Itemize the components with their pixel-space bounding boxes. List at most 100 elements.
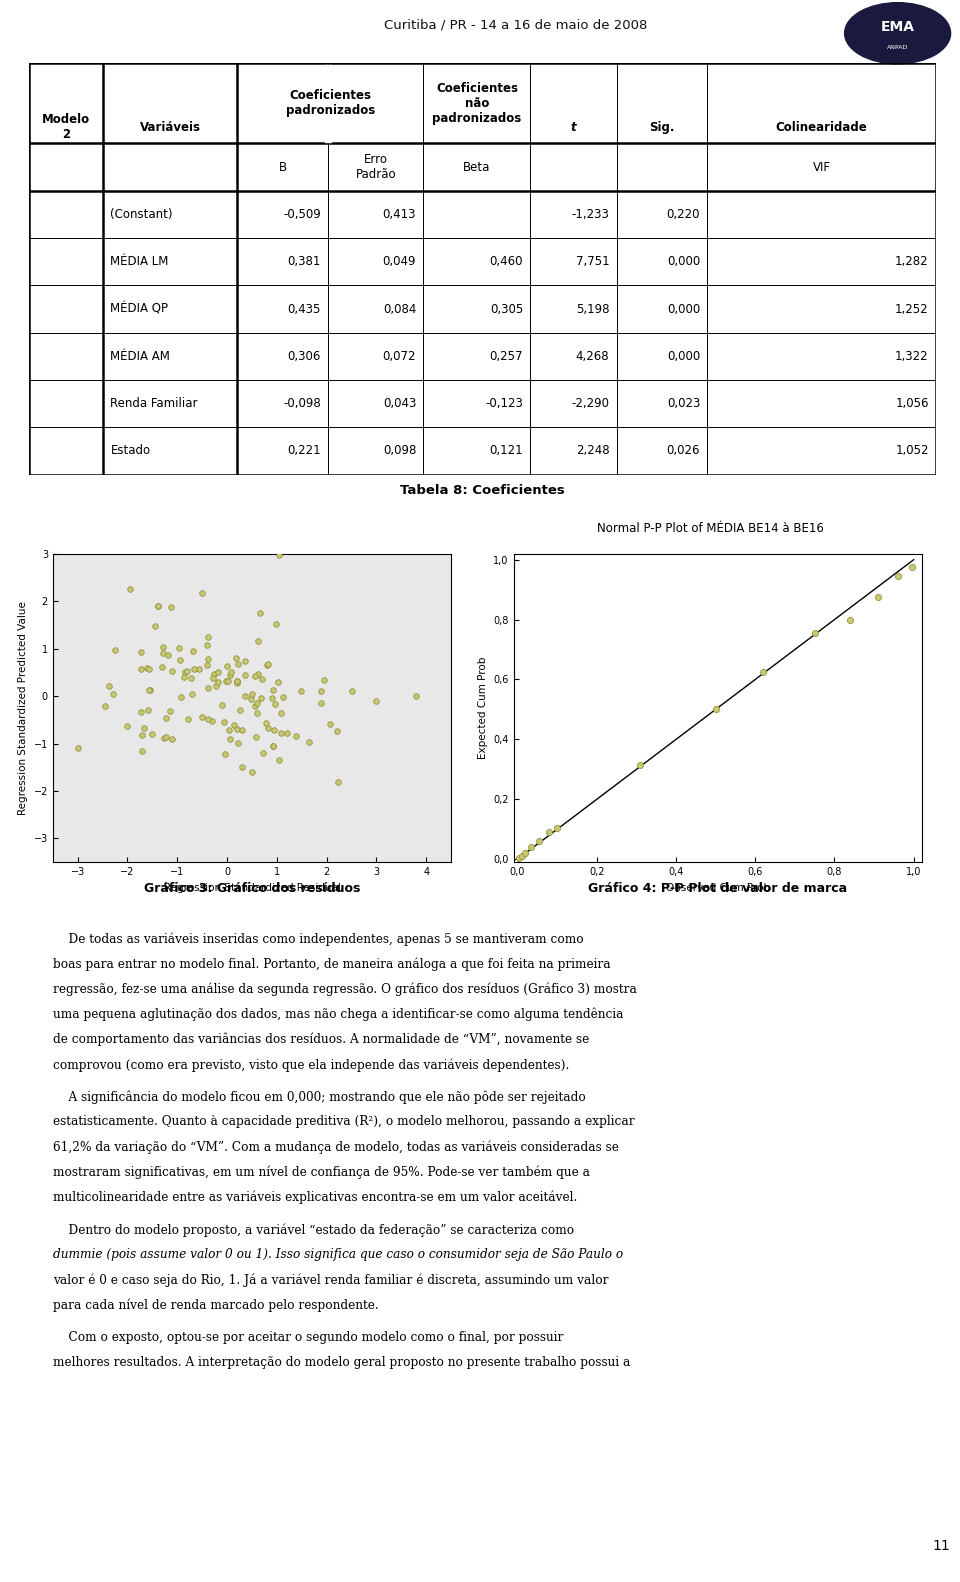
Point [180, 706, 196, 731]
Text: 0,305: 0,305 [490, 302, 523, 315]
Point [541, 819, 557, 845]
Point [120, 713, 135, 739]
Point [158, 725, 174, 750]
Point [708, 696, 723, 721]
Text: Modelo
2: Modelo 2 [42, 112, 90, 141]
Text: Gráfico 4: P-P Plot de valor de marca: Gráfico 4: P-P Plot de valor de marca [588, 881, 847, 895]
Text: 1,056: 1,056 [896, 397, 928, 410]
Text: boas para entrar no modelo final. Portanto, de maneira análoga a que foi feita n: boas para entrar no modelo final. Portan… [53, 957, 611, 971]
Point [201, 707, 216, 732]
Point [222, 718, 237, 744]
Point [222, 663, 237, 688]
Point [164, 726, 180, 751]
Point [108, 638, 123, 663]
X-axis label: Regression Standardized Residual: Regression Standardized Residual [163, 883, 341, 892]
Text: Coeficientes
padronizados: Coeficientes padronizados [286, 90, 375, 117]
Point [151, 593, 166, 619]
Point [265, 677, 280, 702]
Point [208, 672, 224, 698]
Point [369, 688, 384, 713]
Point [156, 726, 172, 751]
Point [279, 720, 295, 745]
Text: 0,121: 0,121 [490, 445, 523, 457]
Y-axis label: Expected Cum Prob: Expected Cum Prob [478, 657, 488, 759]
Point [265, 734, 280, 759]
Point [142, 677, 157, 702]
Text: Variáveis: Variáveis [140, 120, 201, 133]
Point [261, 652, 276, 677]
Point [807, 620, 823, 645]
Point [245, 759, 260, 785]
Point [155, 641, 170, 666]
Point [147, 614, 162, 639]
Text: VIF: VIF [813, 161, 830, 174]
Text: 0,435: 0,435 [288, 302, 321, 315]
Text: para cada nível de renda marcado pelo respondente.: para cada nível de renda marcado pelo re… [53, 1299, 378, 1311]
Text: mostraram significativas, em um nível de confiança de 95%. Pode-se ver também qu: mostraram significativas, em um nível de… [53, 1166, 589, 1179]
Text: Com o exposto, optou-se por aceitar o segundo modelo como o final, por possuir: Com o exposto, optou-se por aceitar o se… [53, 1330, 564, 1343]
Point [293, 679, 308, 704]
Point [301, 729, 317, 755]
Point [171, 636, 186, 661]
Text: 61,2% da variação do “VM”. Com a mudança de modelo, todas as variáveis considera: 61,2% da variação do “VM”. Com a mudança… [53, 1141, 618, 1153]
Text: Normal P-P Plot of MÉDIA BE14 à BE16: Normal P-P Plot of MÉDIA BE14 à BE16 [597, 522, 824, 535]
Point [276, 685, 291, 710]
Point [232, 698, 248, 723]
Text: Colinearidade: Colinearidade [776, 120, 868, 133]
Text: -2,290: -2,290 [571, 397, 610, 410]
Point [217, 740, 232, 766]
Text: MÉDIA LM: MÉDIA LM [110, 255, 169, 269]
Text: multicolinearidade entre as variáveis explicativas encontra-se em um valor aceit: multicolinearidade entre as variáveis ex… [53, 1191, 577, 1204]
Point [250, 661, 265, 687]
Point [269, 612, 284, 638]
Point [756, 660, 771, 685]
Point [160, 642, 176, 668]
Text: Estado: Estado [110, 445, 151, 457]
Point [230, 731, 246, 756]
Point [141, 677, 156, 702]
Point [144, 721, 159, 747]
Point [237, 663, 252, 688]
Text: 0,220: 0,220 [666, 207, 700, 221]
Point [250, 701, 265, 726]
Point [214, 691, 229, 717]
Text: Gráfico 3: Gráfico dos resíduos: Gráfico 3: Gráfico dos resíduos [144, 881, 360, 895]
Point [179, 658, 194, 683]
Text: 11: 11 [933, 1539, 950, 1552]
Text: Curitiba / PR - 14 a 16 de maio de 2008: Curitiba / PR - 14 a 16 de maio de 2008 [384, 19, 647, 32]
Point [252, 600, 268, 625]
Text: 0,023: 0,023 [667, 397, 700, 410]
Point [254, 666, 270, 691]
Text: 0,072: 0,072 [383, 350, 417, 362]
Text: -0,123: -0,123 [486, 397, 523, 410]
Point [234, 755, 250, 780]
Point [133, 699, 149, 725]
Text: 0,000: 0,000 [667, 302, 700, 315]
Text: 0,084: 0,084 [383, 302, 417, 315]
Point [890, 563, 905, 589]
Y-axis label: Regression Standardized Predicted Value: Regression Standardized Predicted Value [18, 601, 28, 815]
Point [162, 698, 178, 723]
Point [253, 685, 269, 710]
Point [238, 649, 253, 674]
Point [183, 666, 199, 691]
Point [178, 660, 193, 685]
Point [200, 633, 215, 658]
Text: Sig.: Sig. [649, 120, 675, 133]
Point [843, 607, 858, 633]
Text: regressão, fez-se uma análise da segunda regressão. O gráfico dos resíduos (Gráf: regressão, fez-se uma análise da segunda… [53, 982, 636, 997]
Point [316, 668, 331, 693]
Point [268, 691, 283, 717]
Point [517, 840, 533, 865]
Text: 0,257: 0,257 [490, 350, 523, 362]
Point [141, 657, 156, 682]
Point [524, 835, 540, 861]
Text: 0,413: 0,413 [383, 207, 417, 221]
Point [230, 650, 246, 676]
Point [102, 674, 117, 699]
Text: Erro
Padrão: Erro Padrão [355, 153, 396, 180]
Point [97, 693, 112, 718]
Text: 0,049: 0,049 [383, 255, 417, 269]
Point [184, 682, 200, 707]
Text: De todas as variáveis inseridas como independentes, apenas 5 se mantiveram como: De todas as variáveis inseridas como ind… [53, 933, 584, 946]
